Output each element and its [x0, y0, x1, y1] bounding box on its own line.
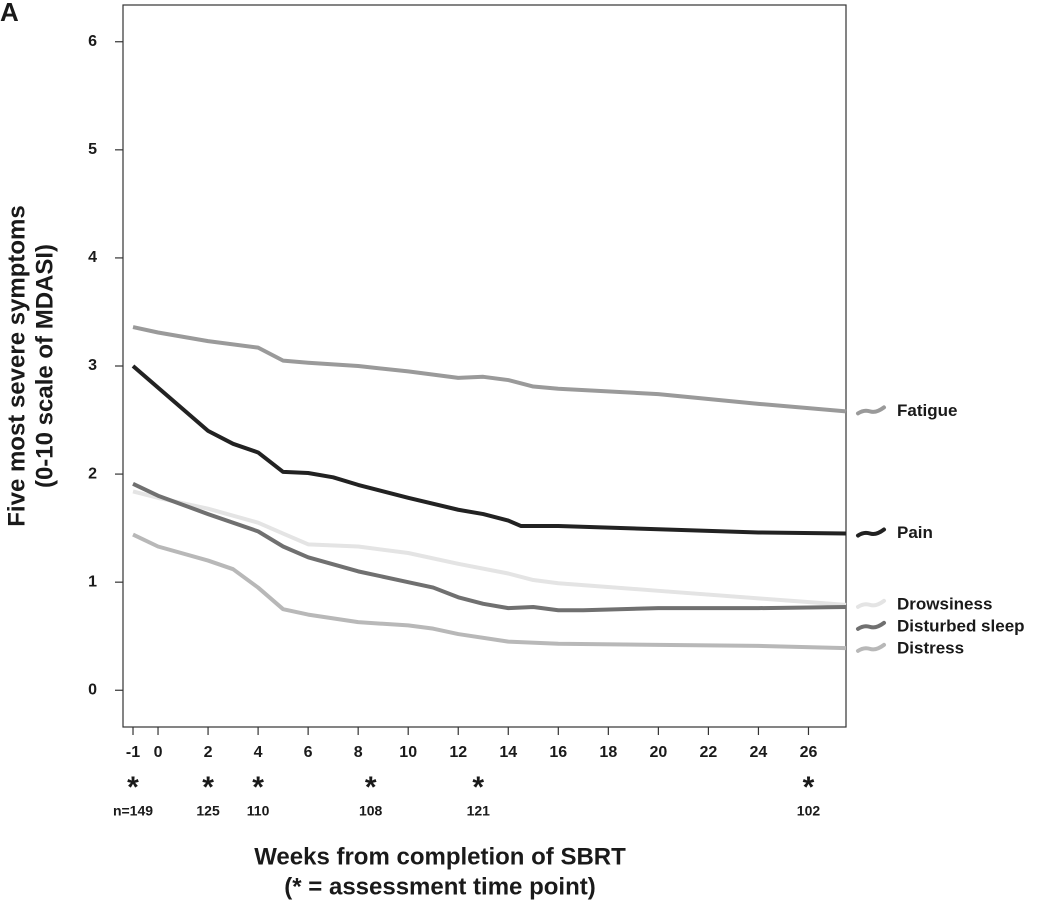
line: [132, 325, 847, 414]
legend-swatch: [856, 527, 886, 538]
y-tick-label: 2: [88, 465, 97, 482]
x-tick-label: 14: [499, 744, 517, 761]
legend-label: Fatigue: [897, 401, 957, 420]
line: [132, 489, 847, 607]
y-tick-label: 3: [88, 357, 97, 374]
assessment-marker: *: [472, 771, 484, 804]
x-tick-label: 2: [204, 744, 213, 761]
x-tick-label: 16: [549, 744, 567, 761]
line: [131, 364, 847, 536]
assessment-marker: *: [127, 771, 139, 804]
x-tick-label: 18: [599, 744, 617, 761]
line: [132, 532, 847, 651]
n-label: 108: [359, 803, 383, 819]
x-tick-label: 4: [254, 744, 263, 761]
x-tick-label: 26: [800, 744, 818, 761]
n-label: 110: [247, 803, 270, 819]
n-label: 102: [797, 803, 821, 819]
legend-swatch: [856, 620, 886, 631]
y-axis-title: Five most severe symptoms: [3, 205, 30, 526]
x-tick-label: 20: [649, 744, 667, 761]
x-axis-title: (* = assessment time point): [284, 873, 595, 900]
assessment-marker: *: [365, 771, 377, 804]
x-tick-label: 22: [700, 744, 718, 761]
panel-label: A: [0, 0, 19, 27]
x-tick-label: 12: [449, 744, 467, 761]
plot-frame: [122, 4, 847, 728]
legend-swatch: [856, 598, 886, 609]
y-tick-label: 4: [88, 249, 97, 266]
n-label: 125: [196, 803, 220, 819]
line: [132, 482, 847, 613]
y-tick-label: 6: [88, 33, 97, 50]
x-tick-label: -1: [126, 744, 140, 761]
assessment-marker: *: [803, 771, 815, 804]
assessment-marker: *: [252, 771, 264, 804]
assessment-marker: *: [202, 771, 214, 804]
legend-label: Distress: [897, 638, 964, 657]
x-tick-label: 10: [399, 744, 417, 761]
y-tick-label: 0: [88, 681, 97, 698]
x-tick-label: 8: [354, 744, 363, 761]
legend-label: Drowsiness: [897, 594, 992, 613]
x-axis-title: Weeks from completion of SBRT: [254, 843, 626, 870]
y-axis-title: (0-10 scale of MDASI): [31, 244, 58, 488]
y-tick-label: 5: [88, 141, 97, 158]
x-tick-label: 24: [750, 744, 768, 761]
n-label: 121: [467, 803, 491, 819]
n-label: n=149: [113, 803, 153, 819]
legend-swatch: [856, 405, 886, 416]
legend-label: Disturbed sleep: [897, 616, 1025, 635]
x-tick-label: 0: [154, 744, 163, 761]
legend-swatch: [856, 642, 886, 653]
x-tick-label: 6: [304, 744, 313, 761]
legend-label: Pain: [897, 523, 933, 542]
y-tick-label: 1: [88, 573, 97, 590]
